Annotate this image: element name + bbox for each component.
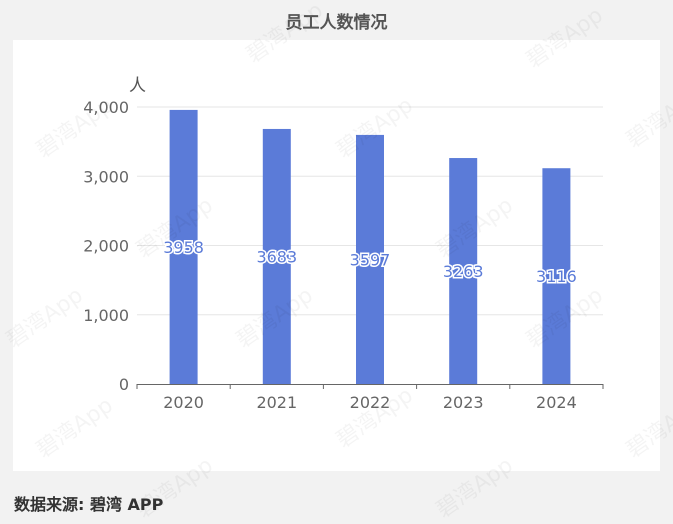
data-label: 3683: [256, 247, 297, 266]
chart-panel: 0 1,000 2,000 3,000 4,000 人 2020 2021 2022 2023 20…: [13, 40, 660, 471]
y-tick-label: 1,000: [83, 306, 129, 325]
page-title: 员工人数情况: [285, 13, 388, 33]
bars: [169, 109, 571, 384]
data-source: 数据来源: 碧湾 APP: [14, 495, 164, 514]
bar-2024[interactable]: [542, 168, 571, 384]
y-axis-unit: 人: [129, 76, 146, 96]
data-label: 3597: [350, 250, 391, 269]
data-label: 3958: [163, 238, 204, 257]
y-tick-label: 4,000: [83, 98, 129, 117]
bar-2021[interactable]: [262, 128, 291, 384]
data-label: 3116: [536, 267, 577, 286]
bar-2020[interactable]: [169, 109, 198, 384]
bar-2023[interactable]: [449, 158, 478, 384]
bar-2022[interactable]: [356, 134, 384, 384]
x-tick-label: 2024: [536, 393, 577, 412]
x-tick-label: 2022: [350, 393, 391, 412]
y-tick-label: 2,000: [83, 237, 129, 256]
data-label: 3263: [443, 262, 484, 281]
y-tick-label: 0: [119, 375, 129, 394]
x-tick-label: 2023: [443, 393, 484, 412]
x-tick-label: 2020: [163, 393, 204, 412]
y-tick-label: 3,000: [83, 167, 129, 186]
x-tick-label: 2021: [256, 393, 297, 412]
data-labels: 3958 3683 3597 3263 3116: [162, 236, 579, 287]
